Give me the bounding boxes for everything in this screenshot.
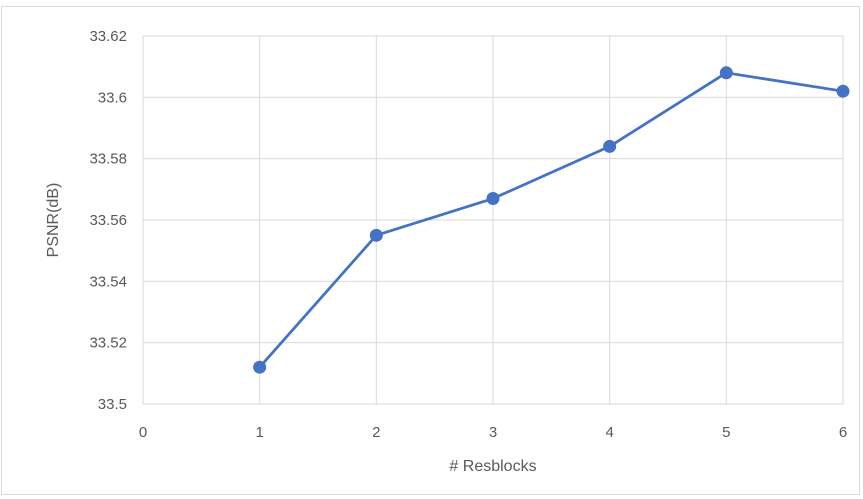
data-point [719,66,733,80]
data-point [486,192,500,206]
chart-frame [1,6,860,495]
data-series [253,66,850,374]
x-tick-label: 3 [489,424,497,441]
y-tick-label: 33.6 [98,89,127,106]
x-tick-label: 1 [255,424,263,441]
y-tick-label: 33.62 [89,28,127,45]
y-tick-label: 33.56 [89,212,127,229]
x-tick-label: 0 [139,424,147,441]
x-tick-label: 2 [372,424,380,441]
x-axis-ticks: 0 1 2 3 4 5 6 [139,424,847,441]
data-point [253,360,267,374]
x-tick-label: 5 [722,424,730,441]
data-point [836,84,850,98]
y-tick-label: 33.54 [89,273,127,290]
y-tick-label: 33.58 [89,151,127,168]
x-tick-label: 6 [839,424,847,441]
y-tick-label: 33.52 [89,335,127,352]
y-tick-label: 33.5 [98,396,127,413]
data-point [603,139,617,153]
x-tick-label: 4 [605,424,613,441]
y-axis-title: PSNR(dB) [45,183,62,258]
y-axis-ticks: 33.5 33.52 33.54 33.56 33.58 33.6 33.62 [89,28,127,413]
gridlines [142,35,844,405]
series-line [258,71,845,369]
data-point [369,228,383,242]
x-axis-title: # Resblocks [449,458,536,475]
